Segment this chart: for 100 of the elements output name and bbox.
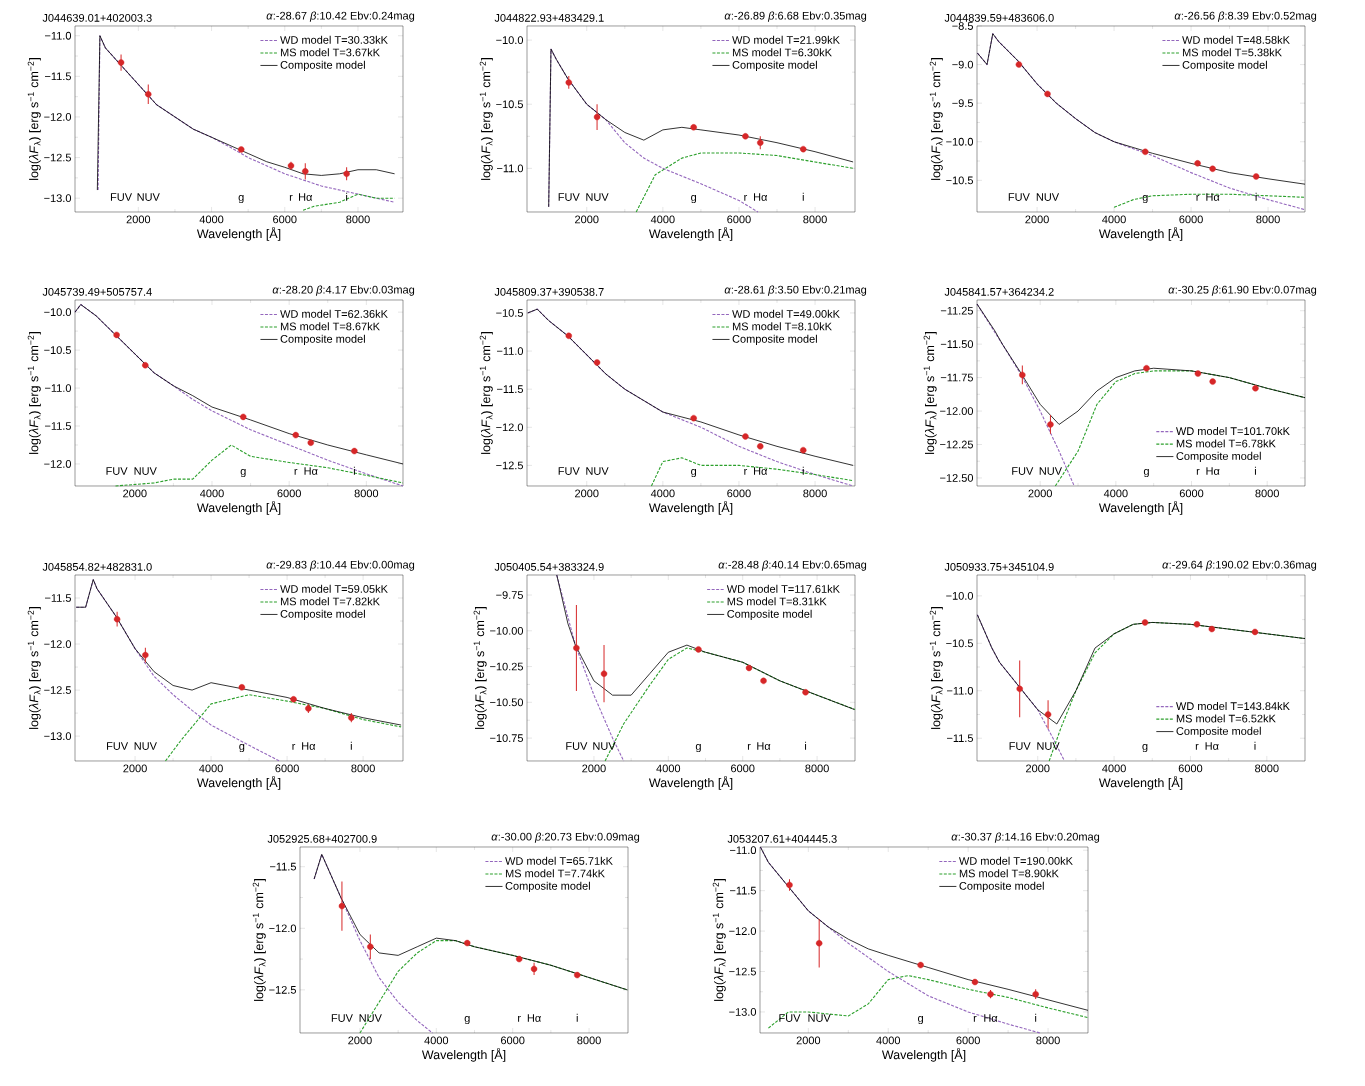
annotation: r xyxy=(744,468,748,475)
point xyxy=(593,113,601,121)
x-tick-label: 6000 xyxy=(273,215,297,224)
y-tick-label: −11.0 xyxy=(45,31,72,40)
point xyxy=(117,59,125,66)
annotation: NUV xyxy=(134,742,157,750)
annotation: i xyxy=(802,466,804,475)
annotation: r xyxy=(744,194,748,201)
y-tick-label: −12.0 xyxy=(44,640,72,648)
chart-subtitle: α:-29.64 β:190.02 Ebv:0.36mag xyxy=(1162,560,1317,571)
legend-label: WD model T=143.84kK xyxy=(1175,701,1290,710)
legend-label: WD model T=101.70kK xyxy=(1175,426,1290,435)
point xyxy=(145,91,152,98)
annotation: i xyxy=(576,1013,578,1022)
chart-subtitle: α:-30.37 β:14.16 Ebv:0.20mag xyxy=(951,832,1100,843)
y-tick-label: −12.5 xyxy=(44,686,71,694)
y-tick-label: −11.0 xyxy=(45,384,72,392)
legend-label: WD model T=65.71kK xyxy=(505,856,613,865)
legend-label: MS model T=6.30kK xyxy=(732,48,832,57)
annotation: NUV xyxy=(586,193,609,201)
point xyxy=(113,615,121,623)
y-tick-label: −12.00 xyxy=(940,407,974,415)
x-tick-label: 2000 xyxy=(575,489,599,498)
annotation: i xyxy=(1035,1013,1037,1022)
annotation: Hα xyxy=(757,742,771,750)
x-tick-label: 4000 xyxy=(1103,489,1128,498)
annotation: NUV xyxy=(1039,467,1062,475)
x-tick-label: 6000 xyxy=(275,764,299,773)
annotation: Hα xyxy=(1206,467,1220,475)
point xyxy=(1019,371,1026,379)
annotation: g xyxy=(238,194,244,204)
y-tick-label: −10.50 xyxy=(490,698,524,707)
legend-label: MS model T=3.67kK xyxy=(280,48,380,57)
legend-label: WD model T=49.00kK xyxy=(732,309,840,318)
x-tick-label: 4000 xyxy=(656,764,681,773)
legend-label: MS model T=8.90kK xyxy=(959,869,1059,878)
legend-label: MS model T=6.52kK xyxy=(1176,714,1276,723)
chart-subtitle: α:-28.67 β:10.42 Ebv:0.24mag xyxy=(266,11,415,22)
chart-title: J050933.75+345104.9 xyxy=(944,563,1054,571)
y-tick-label: −12.0 xyxy=(44,113,72,121)
annotation: FUV xyxy=(106,467,128,475)
annotation: NUV xyxy=(359,1014,382,1022)
y-tick-label: −11.50 xyxy=(940,340,974,349)
y-tick-label: −12.5 xyxy=(496,461,523,470)
x-tick-label: 8000 xyxy=(354,489,379,498)
x-tick-label: 8000 xyxy=(1255,764,1279,773)
chart-title: J045854.82+482831.0 xyxy=(42,563,152,571)
legend-label: MS model T=8.31kK xyxy=(727,597,827,606)
x-tick-label: 8000 xyxy=(346,215,370,224)
y-tick-label: −11.0 xyxy=(947,686,974,695)
annotation: r xyxy=(747,743,751,750)
x-tick-label: 2000 xyxy=(796,1036,821,1045)
y-tick-label: −13.0 xyxy=(44,194,72,203)
legend-label: WD model T=30.33kK xyxy=(280,35,388,44)
annotation: NUV xyxy=(1036,193,1060,201)
x-axis-title: Wavelength [Å] xyxy=(1098,501,1183,515)
x-axis-title: Wavelength [Å] xyxy=(196,501,281,515)
y-tick-label: −10.0 xyxy=(946,137,974,146)
x-tick-label: 8000 xyxy=(351,764,375,773)
chart-title: J045809.37+390538.7 xyxy=(494,288,604,296)
annotation: FUV xyxy=(558,193,580,201)
annotation: g xyxy=(240,468,246,478)
annotation: r xyxy=(1196,194,1200,201)
y-tick-label: −10.5 xyxy=(44,346,71,354)
annotation: Hα xyxy=(984,1014,998,1022)
y-tick-label: −11.5 xyxy=(730,886,756,895)
annotation: NUV xyxy=(1037,742,1060,750)
annotation: r xyxy=(292,743,296,750)
x-tick-label: 4000 xyxy=(1102,764,1126,773)
annotation: g xyxy=(1142,194,1148,204)
y-tick-label: −11.5 xyxy=(45,72,71,81)
x-tick-label: 6000 xyxy=(727,215,751,224)
legend-label: WD model T=48.58kK xyxy=(1182,35,1290,44)
y-tick-label: −10.5 xyxy=(496,309,523,317)
annotation: Hα xyxy=(304,467,318,475)
x-tick-label: 2000 xyxy=(348,1036,372,1045)
annotation: Hα xyxy=(527,1014,541,1022)
annotation: i xyxy=(1254,741,1256,750)
annotation: Hα xyxy=(299,193,313,201)
y-tick-label: −13.0 xyxy=(729,1008,757,1016)
chart-subtitle: α:-29.83 β:10.44 Ebv:0.00mag xyxy=(266,560,415,571)
annotation: r xyxy=(294,468,298,475)
chart-title: J044822.93+483429.1 xyxy=(494,14,604,22)
annotation: g xyxy=(1142,743,1148,753)
annotation: Hα xyxy=(1205,742,1219,750)
x-tick-label: 2000 xyxy=(126,215,151,224)
legend-label: WD model T=59.05kK xyxy=(280,584,388,593)
annotation: FUV xyxy=(566,742,588,750)
annotation: FUV xyxy=(331,1014,353,1022)
annotation: g xyxy=(918,1015,923,1025)
x-tick-label: 4000 xyxy=(199,215,224,224)
annotation: Hα xyxy=(1206,193,1220,201)
y-tick-label: −11.0 xyxy=(730,846,757,855)
annotation: i xyxy=(346,192,348,201)
annotation: FUV xyxy=(1012,467,1034,475)
legend-label: MS model T=7.82kK xyxy=(280,597,380,606)
point xyxy=(338,902,346,910)
x-tick-label: 8000 xyxy=(1256,215,1280,224)
x-axis-title: Wavelength [Å] xyxy=(196,227,281,241)
x-tick-label: 8000 xyxy=(577,1036,601,1045)
